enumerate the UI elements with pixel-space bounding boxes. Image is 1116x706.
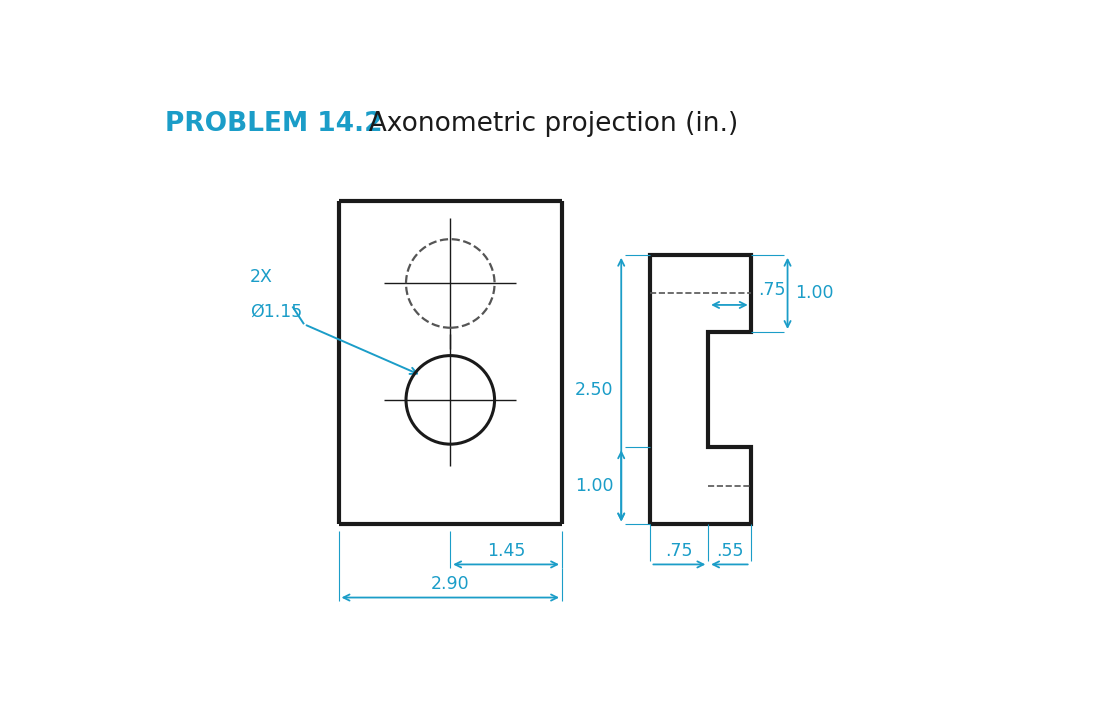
Text: 2.50: 2.50 (575, 381, 614, 399)
Text: .75: .75 (665, 542, 693, 560)
Text: Ø1.15: Ø1.15 (250, 303, 302, 321)
Text: 2X: 2X (250, 268, 273, 286)
Text: .75: .75 (758, 281, 786, 299)
Text: .55: .55 (715, 542, 743, 560)
Text: 1.00: 1.00 (796, 285, 834, 302)
Text: PROBLEM 14.2: PROBLEM 14.2 (165, 111, 383, 137)
Text: Axonometric projection (in.): Axonometric projection (in.) (352, 111, 738, 137)
Text: 1.45: 1.45 (487, 542, 526, 560)
Text: 2.90: 2.90 (431, 575, 470, 593)
Text: 1.00: 1.00 (575, 477, 614, 495)
